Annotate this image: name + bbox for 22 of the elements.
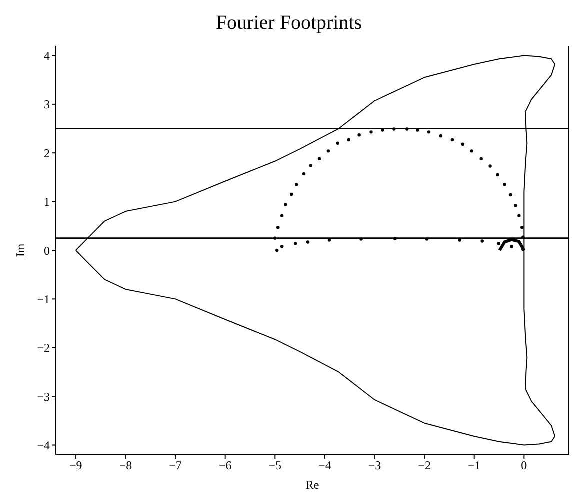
x-tick-label: −1 <box>468 458 481 473</box>
x-tick-label: −3 <box>368 458 382 473</box>
x-axis-title: Re <box>306 478 320 492</box>
y-tick-label: −4 <box>37 438 50 453</box>
x-tick-label: −2 <box>418 458 431 473</box>
y-tick-label: 3 <box>44 98 50 112</box>
x-tick-label: −5 <box>268 458 282 473</box>
x-tick-label: −7 <box>169 458 182 473</box>
x-tick-label: 0 <box>521 458 528 473</box>
y-tick-label: 2 <box>44 146 50 160</box>
y-tick-label: 4 <box>44 49 50 63</box>
y-tick-label: 0 <box>44 244 50 258</box>
x-tick-label: −6 <box>218 458 232 473</box>
y-tick-label: −2 <box>37 341 50 356</box>
chart-title: Fourier Footprints <box>214 11 364 36</box>
y-tick-label: −3 <box>37 390 50 404</box>
y-tick-label: 1 <box>44 195 50 210</box>
y-tick-label: −1 <box>37 292 50 306</box>
x-tick-label: −4 <box>318 458 332 473</box>
x-tick-label: −9 <box>70 458 82 473</box>
x-tick-label: −8 <box>119 458 132 473</box>
y-axis-title: Im <box>13 243 28 258</box>
